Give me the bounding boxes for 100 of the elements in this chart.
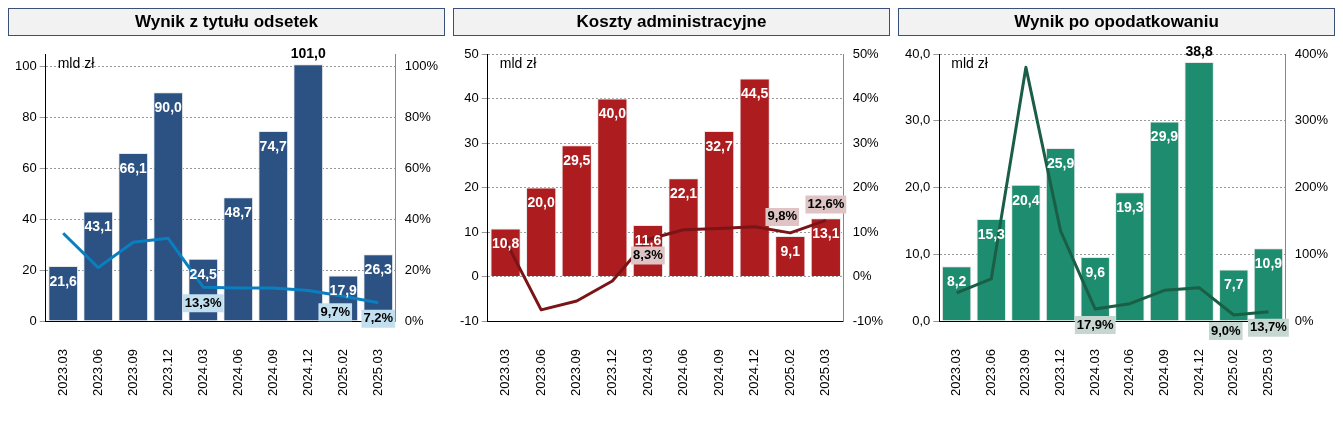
data-label: 44,5: [741, 85, 769, 102]
y-tick-label: 0: [471, 268, 479, 284]
x-tick-label: 2023.12: [159, 349, 175, 397]
y-axis-title: mld zł: [951, 54, 989, 71]
data-label: 17,9: [329, 282, 358, 299]
x-tick-label: 2023.09: [568, 349, 584, 397]
x-tick-label: 2024.09: [1156, 349, 1172, 397]
data-label: 15,3: [977, 225, 1006, 242]
x-tick-label: 2025.03: [1260, 349, 1276, 397]
y2-tick-label: 40%: [852, 90, 880, 106]
data-label: 13,3%: [184, 294, 223, 310]
data-label: 9,6: [1085, 263, 1106, 280]
x-tick-label: 2025.03: [369, 349, 385, 397]
y2-tick-label: 60%: [404, 160, 432, 176]
x-tick-label: 2024.09: [710, 349, 726, 397]
data-label: 13,1: [812, 225, 840, 242]
data-label: 22,1: [669, 185, 698, 202]
x-tick-label: 2024.12: [299, 349, 315, 397]
x-tick-label: 2024.12: [1190, 349, 1206, 397]
x-tick-label: 2025.02: [334, 349, 350, 397]
y2-tick-label: 50%: [852, 45, 880, 61]
x-tick-label: 2023.03: [54, 349, 70, 397]
x-tick-label: 2023.09: [124, 349, 140, 397]
y-axis-title: mld zł: [499, 54, 538, 71]
data-label: 74,7: [259, 137, 288, 154]
y2-tick-label: 30%: [852, 134, 880, 150]
data-label: 32,7: [705, 137, 733, 154]
y2-tick-label: 100%: [404, 58, 439, 74]
data-label: 8,2: [946, 273, 967, 290]
x-tick-label: 2024.06: [675, 349, 691, 397]
x-tick-label: 2025.03: [817, 349, 833, 397]
y2-tick-label: -10%: [852, 312, 884, 328]
x-tick-label: 2023.09: [1017, 349, 1033, 397]
data-label: 29,9: [1150, 128, 1179, 145]
x-tick-label: 2024.12: [746, 349, 762, 397]
x-tick-label: 2024.03: [194, 349, 210, 397]
y2-tick-label: 20%: [404, 261, 432, 277]
x-tick-label: 2023.06: [532, 349, 548, 397]
data-label: 26,3: [364, 260, 393, 277]
x-tick-label: 2023.03: [948, 349, 964, 397]
data-label: 10,8: [491, 235, 520, 252]
data-label: 7,7: [1224, 276, 1244, 293]
x-tick-label: 2025.02: [781, 349, 797, 397]
x-tick-label: 2025.02: [1225, 349, 1241, 397]
data-label: 9,1: [780, 242, 801, 259]
data-label: 66,1: [119, 159, 148, 176]
y2-tick-label: 40%: [404, 210, 432, 226]
data-label: 8,3%: [633, 247, 664, 263]
data-label: 19,3: [1116, 199, 1144, 216]
data-label: 10,9: [1254, 255, 1283, 272]
x-tick-label: 2023.12: [603, 349, 619, 397]
y-tick-label: 0: [29, 312, 37, 328]
data-label: 9,8%: [767, 208, 798, 224]
x-tick-label: 2023.06: [982, 349, 998, 397]
x-tick-label: 2023.03: [497, 349, 513, 397]
y2-tick-label: 100%: [1294, 245, 1329, 261]
x-tick-label: 2023.12: [1052, 349, 1068, 397]
y-tick-label: 30: [464, 134, 479, 150]
y-tick-label: 0,0: [912, 312, 931, 328]
data-label: 25,9: [1046, 154, 1075, 171]
y-tick-label: 20,0: [904, 179, 931, 195]
y2-tick-label: 0%: [404, 312, 424, 328]
y-tick-label: 40: [464, 90, 479, 106]
y2-tick-label: 200%: [1294, 179, 1329, 195]
data-label: 12,6%: [807, 196, 845, 212]
x-tick-label: 2024.03: [1086, 349, 1102, 397]
data-label: 9,7%: [320, 303, 351, 319]
data-label: 38,8: [1185, 42, 1213, 59]
y-tick-label: 30,0: [904, 112, 931, 128]
chart-title: Wynik po opodatkowaniu: [898, 8, 1335, 36]
x-tick-label: 2024.06: [1121, 349, 1137, 397]
data-label: 29,5: [563, 152, 591, 169]
x-tick-label: 2024.09: [264, 349, 280, 397]
data-label: 20,0: [527, 194, 556, 211]
data-label: 24,5: [189, 265, 218, 282]
y-tick-label: 60: [22, 160, 37, 176]
data-label: 43,1: [84, 218, 113, 235]
data-label: 40,0: [598, 105, 627, 122]
data-label: 21,6: [49, 272, 78, 289]
y-tick-label: 20: [22, 261, 37, 277]
chart-title: Wynik z tytułu odsetek: [8, 8, 445, 36]
y-tick-label: 40: [22, 210, 37, 226]
y-tick-label: 100: [14, 58, 37, 74]
x-tick-label: 2024.06: [229, 349, 245, 397]
y2-tick-label: 80%: [404, 109, 432, 125]
data-label: 13,7%: [1249, 319, 1288, 335]
y-tick-label: 10,0: [904, 245, 931, 261]
y2-tick-label: 20%: [852, 179, 880, 195]
data-label: 7,2%: [363, 310, 394, 326]
data-label: 101,0: [290, 45, 326, 62]
y2-tick-label: 400%: [1294, 45, 1329, 61]
y-tick-label: 50: [464, 45, 479, 61]
y-tick-label: 80: [22, 109, 37, 125]
y-tick-label: 10: [464, 223, 479, 239]
data-label: 20,4: [1012, 191, 1040, 208]
y2-tick-label: 10%: [852, 223, 880, 239]
y2-tick-label: 0%: [1294, 312, 1314, 328]
y2-tick-label: 300%: [1294, 112, 1329, 128]
x-tick-label: 2024.03: [639, 349, 655, 397]
y-tick-label: -10: [459, 312, 479, 328]
